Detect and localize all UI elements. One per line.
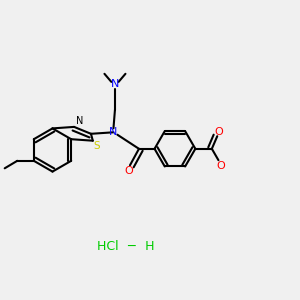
Text: O: O [124, 166, 133, 176]
Text: O: O [214, 127, 223, 137]
Text: S: S [93, 141, 100, 151]
Text: N: N [109, 127, 118, 137]
Text: HCl  −  H: HCl − H [97, 239, 155, 253]
Text: N: N [76, 116, 83, 127]
Text: N: N [111, 79, 119, 89]
Text: O: O [217, 160, 225, 171]
